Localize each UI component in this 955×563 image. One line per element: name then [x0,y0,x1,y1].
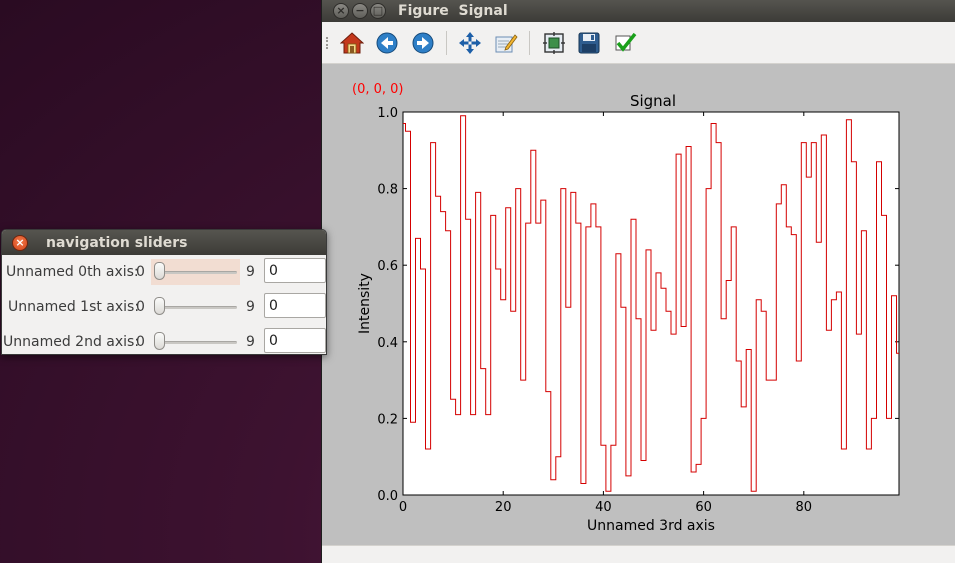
status-bar [322,545,955,563]
x-tick-label: 60 [695,500,712,515]
slider-track[interactable] [155,341,237,344]
back-arrow-icon[interactable] [374,30,400,56]
figure-title: Figure Signal [398,3,508,19]
nav-titlebar[interactable]: × navigation sliders [2,230,326,255]
save-icon[interactable] [576,30,602,56]
figure-window: × − □ Figure Signal [321,0,955,563]
slider-max-label: 9 [246,264,255,280]
edit-axes-icon[interactable] [493,30,519,56]
signal-line [403,115,899,492]
nav-title: navigation sliders [46,235,188,251]
figure-canvas[interactable]: (0, 0, 0) Signal 0 20 40 60 80 0.0 0.2 0.4 0.6 0.… [322,64,955,545]
slider-min-label: 0 [136,299,145,315]
close-icon[interactable]: × [12,235,28,251]
maximize-window-icon[interactable]: □ [370,3,386,19]
forward-arrow-icon[interactable] [410,30,436,56]
x-tick-label: 40 [595,500,612,515]
slider-handle[interactable] [154,297,165,315]
figure-titlebar[interactable]: × − □ Figure Signal [322,0,955,22]
x-tick-label: 20 [495,500,512,515]
pan-icon[interactable] [457,30,483,56]
slider-max-label: 9 [246,299,255,315]
axis-2-slider[interactable] [151,329,240,355]
y-tick-label: 0.0 [377,489,398,504]
x-tick-label: 80 [796,500,813,515]
navigation-sliders-window: × navigation sliders Unnamed 0th axis: 0… [1,229,327,355]
axis-1-slider[interactable] [151,294,240,320]
coordinates-readout: (0, 0, 0) [352,82,404,97]
slider-track[interactable] [155,271,237,274]
slider-min-label: 0 [136,334,145,350]
signal-chart[interactable]: (0, 0, 0) Signal 0 20 40 60 80 0.0 0.2 0.4 0.6 0.… [322,64,955,545]
slider-handle[interactable] [154,332,165,350]
y-tick-label: 0.4 [377,336,398,351]
slider-min-label: 0 [136,264,145,280]
home-icon[interactable] [339,30,365,56]
axis-0-slider[interactable] [151,259,240,285]
axis-row-1: Unnamed 1st axis: 0 9 [2,292,326,322]
axis-label: Unnamed 2nd axis: [3,334,140,350]
toolbar-separator [529,31,530,55]
slider-track[interactable] [155,306,237,309]
y-axis-label: Intensity [357,273,373,334]
minimize-window-icon[interactable]: − [352,3,368,19]
slider-max-label: 9 [246,334,255,350]
y-tick-label: 0.8 [377,183,398,198]
axis-2-value-input[interactable] [264,328,326,353]
toolbar-grip[interactable] [326,37,329,49]
toolbar [322,22,955,64]
slider-handle[interactable] [154,262,165,280]
chart-title: Signal [630,92,676,110]
close-window-icon[interactable]: × [333,3,349,19]
check-icon[interactable] [612,30,638,56]
toolbar-separator [446,31,447,55]
axis-row-2: Unnamed 2nd axis: 0 9 [2,327,326,357]
axis-1-value-input[interactable] [264,293,326,318]
axis-row-0: Unnamed 0th axis: 0 9 [2,257,326,287]
x-axis-label: Unnamed 3rd axis [587,518,715,534]
axis-label: Unnamed 0th axis: [6,264,139,280]
y-tick-label: 0.6 [377,259,398,274]
x-tick-label: 0 [399,500,407,515]
y-tick-label: 0.2 [377,412,398,427]
subplots-icon[interactable] [541,30,567,56]
axis-label: Unnamed 1st axis: [8,299,140,315]
axis-0-value-input[interactable] [264,258,326,283]
y-tick-label: 1.0 [377,106,398,121]
